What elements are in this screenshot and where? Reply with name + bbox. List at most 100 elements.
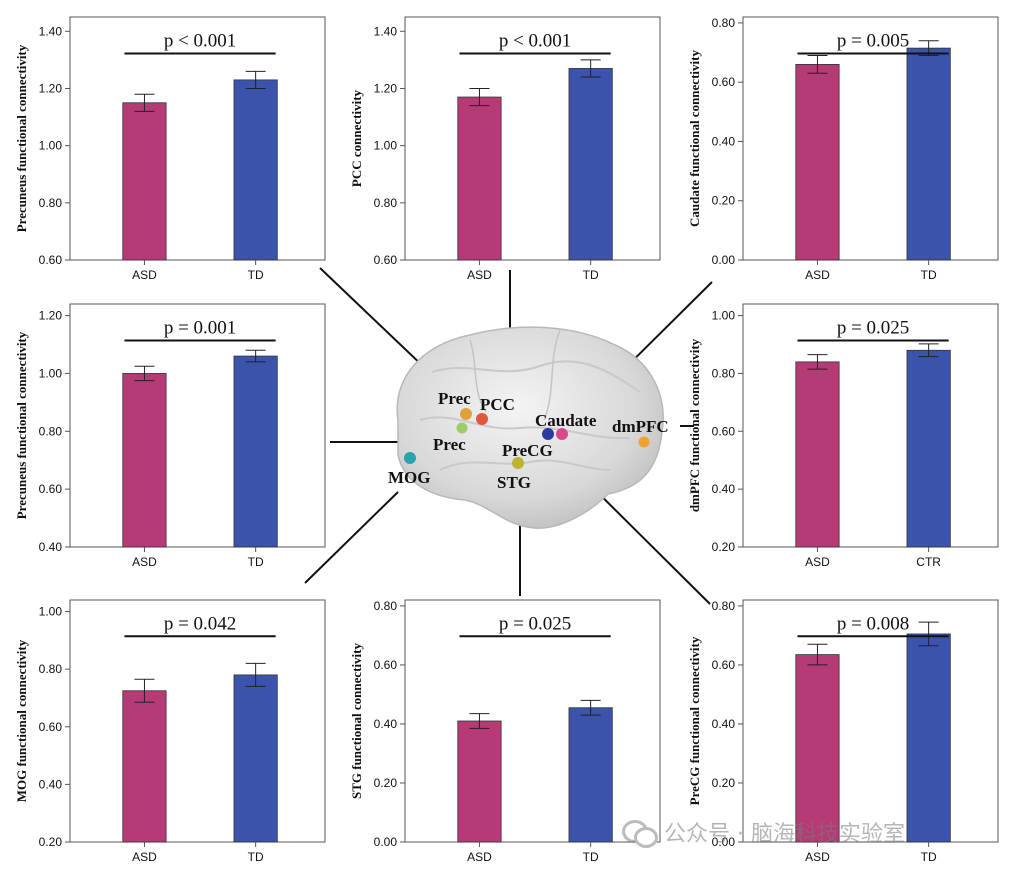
p-value-label: p = 0.008: [837, 613, 909, 634]
y-tick-label: 0.80: [712, 599, 736, 613]
p-value-label: p = 0.001: [164, 317, 236, 338]
y-tick-label: 0.00: [374, 835, 398, 849]
x-tick-label: TD: [583, 268, 599, 282]
x-tick-label: TD: [921, 850, 937, 864]
y-tick-label: 0.80: [39, 424, 63, 438]
y-tick-label: 1.00: [712, 309, 736, 323]
y-tick-label: 0.00: [712, 253, 736, 267]
y-tick-label: 0.80: [39, 662, 63, 676]
chart-precuneus-mid: 0.40 0.60 0.80 1.00 1.20 Precuneus functional…: [14, 303, 326, 569]
plot-frame: [404, 16, 661, 261]
y-tick-label: 0.40: [374, 717, 398, 731]
x-tick-label: ASD: [132, 555, 157, 569]
brain-label-prec-upper: Prec: [438, 389, 471, 408]
bar-asd: [457, 96, 502, 261]
x-tick-label: ASD: [805, 555, 830, 569]
chart-precuneus-top: 0.60 0.80 1.00 1.20 1.40 Precuneus functional…: [14, 16, 326, 282]
brain-label-prec-lower: Prec: [433, 435, 466, 454]
chart-precg: 0.00 0.20 0.40 0.60 0.80 PreCG functional con…: [687, 599, 999, 864]
y-tick-label: 0.20: [712, 194, 736, 208]
bar-asd: [122, 102, 167, 261]
y-tick-label: 0.20: [374, 776, 398, 790]
p-value-label: p < 0.001: [164, 30, 236, 51]
brain-label-pcc: PCC: [480, 395, 515, 414]
y-tick-label: 0.60: [712, 75, 736, 89]
chart-dmpfc: 0.20 0.40 0.60 0.80 1.00 dmPFC functional con…: [687, 303, 999, 569]
bar-td: [233, 355, 278, 548]
chart-mog: 0.20 0.40 0.60 0.80 1.00 MOG functional conne…: [14, 599, 326, 864]
plot-frame: [69, 16, 326, 261]
x-tick-label: TD: [583, 850, 599, 864]
y-tick-label: 0.80: [39, 196, 63, 210]
brain-illustration: Prec PCC Caudate dmPFC Prec PreCG MOG ST…: [388, 326, 669, 529]
chart-pcc: 0.60 0.80 1.00 1.20 1.40 PCC connectivity ASD T…: [349, 16, 661, 282]
bar-asd: [122, 373, 167, 548]
y-tick-label: 0.60: [374, 253, 398, 267]
y-tick-label: 1.00: [39, 366, 63, 380]
y-tick-label: 0.20: [712, 776, 736, 790]
y-tick-label: 0.40: [712, 717, 736, 731]
node-prec-lower: [456, 422, 468, 434]
p-value-label: p = 0.042: [164, 613, 236, 634]
y-axis-label: Precuneus functional connectivity: [14, 44, 29, 232]
y-tick-label: 1.20: [374, 81, 398, 95]
plot-frame: [742, 599, 999, 843]
y-tick-label: 1.40: [39, 24, 63, 38]
node-prec-upper: [460, 408, 472, 420]
bar-asd: [795, 654, 840, 843]
p-value-label: p = 0.005: [837, 30, 909, 51]
p-value-label: p < 0.001: [499, 30, 571, 51]
p-value-label: p = 0.025: [499, 613, 571, 634]
y-tick-label: 0.60: [712, 658, 736, 672]
x-tick-label: ASD: [467, 850, 492, 864]
brain-label-stg: STG: [497, 473, 531, 492]
y-tick-label: 0.80: [712, 366, 736, 380]
y-axis-label: PreCG functional connectivity: [687, 636, 702, 805]
bar-td: [906, 47, 951, 261]
node-caudate-a: [542, 428, 554, 440]
y-tick-label: 1.20: [39, 81, 63, 95]
plot-frame: [742, 16, 999, 261]
brain-label-precg: PreCG: [502, 441, 553, 460]
y-tick-label: 0.20: [712, 540, 736, 554]
brain-label-dmpfc: dmPFC: [612, 417, 669, 436]
plot-frame: [69, 303, 326, 548]
x-tick-label: TD: [248, 555, 264, 569]
y-tick-label: 0.60: [712, 424, 736, 438]
y-tick-label: 0.60: [374, 658, 398, 672]
y-tick-label: 1.00: [39, 139, 63, 153]
x-tick-label: ASD: [805, 850, 830, 864]
chart-caudate: 0.00 0.20 0.40 0.60 0.80 Caudate functional c…: [687, 16, 999, 282]
plot-frame: [69, 599, 326, 843]
bar-td: [906, 633, 951, 843]
y-tick-label: 0.40: [712, 134, 736, 148]
node-dmpfc: [638, 436, 650, 448]
bar-asd: [122, 690, 167, 843]
bar-td: [568, 707, 613, 843]
y-tick-label: 0.80: [712, 16, 736, 30]
y-tick-label: 0.60: [39, 482, 63, 496]
x-tick-label: ASD: [805, 268, 830, 282]
y-axis-label: Precuneus functional connectivity: [14, 331, 29, 519]
node-caudate-b: [556, 428, 568, 440]
x-tick-label: TD: [921, 268, 937, 282]
y-tick-label: 1.00: [374, 139, 398, 153]
bar-ctr: [906, 349, 951, 548]
chart-stg: 0.00 0.20 0.40 0.60 0.80 STG functional conne…: [349, 599, 661, 864]
y-axis-label: dmPFC functional connectivity: [687, 338, 702, 512]
y-axis-label: PCC connectivity: [349, 89, 364, 187]
bar-td: [233, 674, 278, 843]
y-tick-label: 0.80: [374, 196, 398, 210]
y-tick-label: 1.20: [39, 309, 63, 323]
y-axis-label: Caudate functional connectivity: [687, 50, 702, 227]
y-tick-label: 0.40: [39, 777, 63, 791]
x-tick-label: ASD: [467, 268, 492, 282]
y-axis-label: STG functional connectivity: [349, 643, 364, 800]
bar-td: [568, 68, 613, 261]
plot-frame: [742, 303, 999, 548]
connector-mog: [304, 491, 399, 584]
y-tick-label: 0.60: [39, 253, 63, 267]
p-value-label: p = 0.025: [837, 317, 909, 338]
brain-label-mog: MOG: [388, 468, 431, 487]
